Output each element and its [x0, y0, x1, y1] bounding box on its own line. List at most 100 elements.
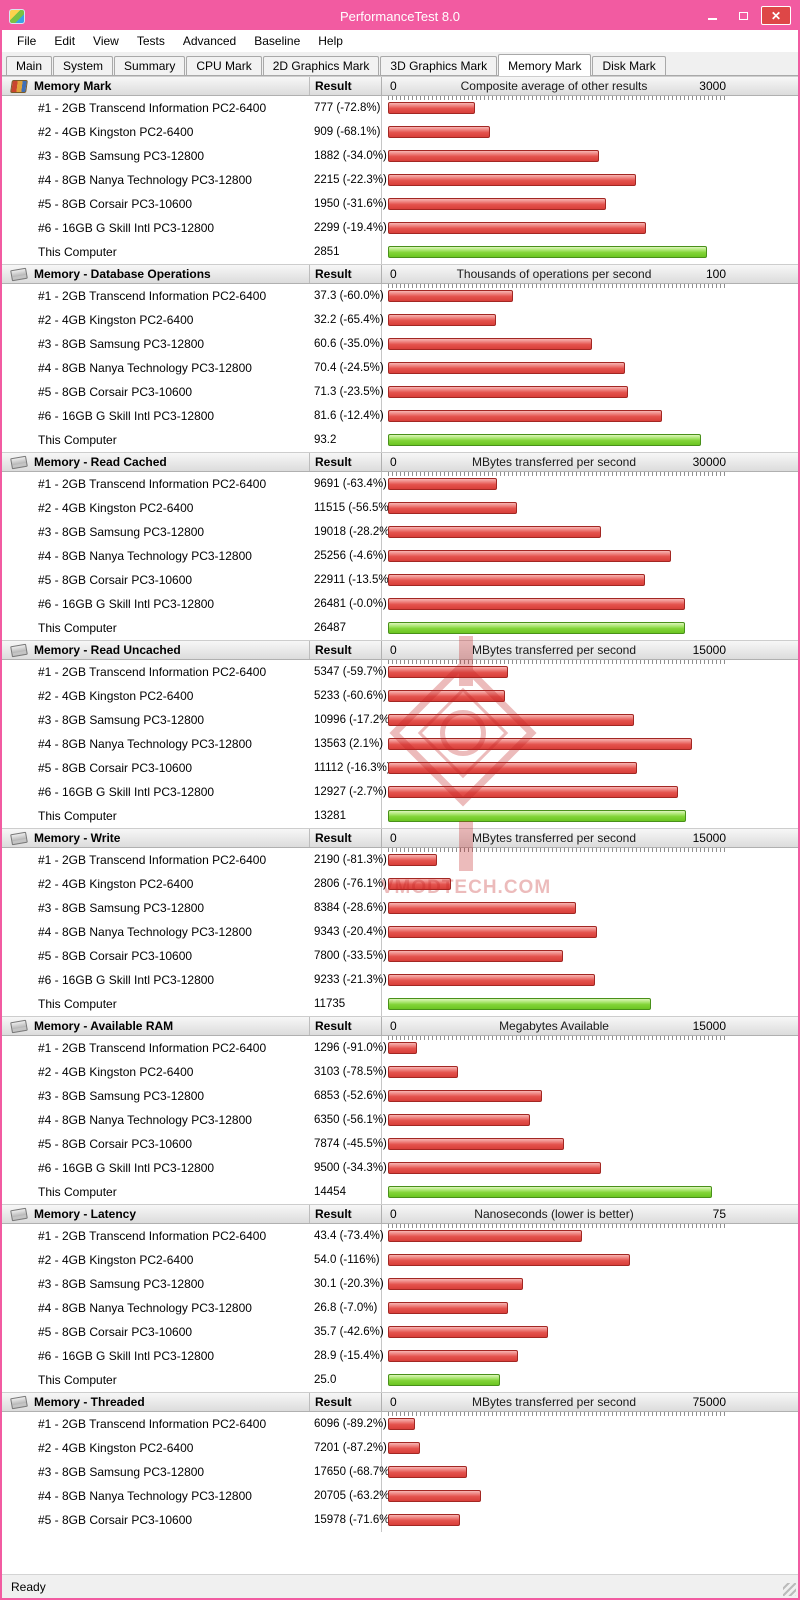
result-row[interactable]: #2 - 4GB Kingston PC2-6400 7201 (-87.2%): [2, 1436, 798, 1460]
result-row[interactable]: #2 - 4GB Kingston PC2-6400 54.0 (-116%): [2, 1248, 798, 1272]
tab-2d-graphics-mark[interactable]: 2D Graphics Mark: [262, 56, 380, 75]
result-row[interactable]: #3 - 8GB Samsung PC3-12800 8384 (-28.6%): [2, 896, 798, 920]
result-row[interactable]: #5 - 8GB Corsair PC3-10600 7800 (-33.5%): [2, 944, 798, 968]
tab-main[interactable]: Main: [6, 56, 53, 75]
menu-item-view[interactable]: View: [93, 34, 119, 48]
test-name: #6 - 16GB G Skill Intl PC3-12800: [38, 409, 215, 423]
scale-header: MBytes transferred per second 30000 0: [382, 453, 798, 471]
result-row[interactable]: This Computer 11735: [2, 992, 798, 1016]
menu-item-file[interactable]: File: [17, 34, 37, 48]
test-name: #3 - 8GB Samsung PC3-12800: [38, 1277, 205, 1291]
menu-item-edit[interactable]: Edit: [54, 34, 76, 48]
test-result: 6350 (-56.1%): [314, 1114, 387, 1126]
test-name: #1 - 2GB Transcend Information PC2-6400: [38, 853, 267, 867]
resize-grip[interactable]: [783, 1583, 796, 1596]
tab-summary[interactable]: Summary: [114, 56, 186, 75]
result-row[interactable]: #6 - 16GB G Skill Intl PC3-12800 28.9 (-1…: [2, 1344, 798, 1368]
result-row[interactable]: #1 - 2GB Transcend Information PC2-6400 5…: [2, 660, 798, 684]
result-row[interactable]: #3 - 8GB Samsung PC3-12800 19018 (-28.2%): [2, 520, 798, 544]
result-row[interactable]: #5 - 8GB Corsair PC3-10600 1950 (-31.6%): [2, 192, 798, 216]
tab-memory-mark[interactable]: Memory Mark: [498, 54, 592, 76]
result-row[interactable]: #6 - 16GB G Skill Intl PC3-12800 9233 (-2…: [2, 968, 798, 992]
result-row[interactable]: This Computer 14454: [2, 1180, 798, 1204]
result-row[interactable]: #1 - 2GB Transcend Information PC2-6400 3…: [2, 284, 798, 308]
result-row[interactable]: #4 - 8GB Nanya Technology PC3-12800 26.8 …: [2, 1296, 798, 1320]
comparison-bar: [388, 574, 645, 586]
result-row[interactable]: #3 - 8GB Samsung PC3-12800 17650 (-68.7%): [2, 1460, 798, 1484]
minimize-button[interactable]: [699, 6, 725, 25]
test-name: #4 - 8GB Nanya Technology PC3-12800: [38, 1113, 252, 1127]
result-row[interactable]: #4 - 8GB Nanya Technology PC3-12800 70.4 …: [2, 356, 798, 380]
result-row[interactable]: #5 - 8GB Corsair PC3-10600 71.3 (-23.5%): [2, 380, 798, 404]
result-row[interactable]: #1 - 2GB Transcend Information PC2-6400 2…: [2, 848, 798, 872]
result-row[interactable]: #2 - 4GB Kingston PC2-6400 11515 (-56.5%): [2, 496, 798, 520]
result-row[interactable]: #4 - 8GB Nanya Technology PC3-12800 20705…: [2, 1484, 798, 1508]
result-row[interactable]: #1 - 2GB Transcend Information PC2-6400 7…: [2, 96, 798, 120]
result-row[interactable]: This Computer 13281: [2, 804, 798, 828]
menu-item-baseline[interactable]: Baseline: [254, 34, 301, 48]
result-row[interactable]: #3 - 8GB Samsung PC3-12800 10996 (-17.2%): [2, 708, 798, 732]
test-result: 93.2: [314, 434, 337, 446]
result-row[interactable]: #5 - 8GB Corsair PC3-10600 11112 (-16.3%): [2, 756, 798, 780]
test-name: #1 - 2GB Transcend Information PC2-6400: [38, 665, 267, 679]
result-row[interactable]: #2 - 4GB Kingston PC2-6400 3103 (-78.5%): [2, 1060, 798, 1084]
test-name: #1 - 2GB Transcend Information PC2-6400: [38, 1417, 267, 1431]
result-row[interactable]: #5 - 8GB Corsair PC3-10600 22911 (-13.5%): [2, 568, 798, 592]
tab-system[interactable]: System: [53, 56, 114, 75]
result-row[interactable]: #3 - 8GB Samsung PC3-12800 30.1 (-20.3%): [2, 1272, 798, 1296]
comparison-bar: [388, 502, 517, 514]
result-row[interactable]: #3 - 8GB Samsung PC3-12800 6853 (-52.6%): [2, 1084, 798, 1108]
result-row[interactable]: #1 - 2GB Transcend Information PC2-6400 1…: [2, 1036, 798, 1060]
scale-max-label: 15000: [692, 1019, 726, 1033]
maximize-icon: [738, 11, 748, 20]
tab-3d-graphics-mark[interactable]: 3D Graphics Mark: [380, 56, 498, 75]
result-row[interactable]: #1 - 2GB Transcend Information PC2-6400 4…: [2, 1224, 798, 1248]
result-row[interactable]: #2 - 4GB Kingston PC2-6400 32.2 (-65.4%): [2, 308, 798, 332]
tab-disk-mark[interactable]: Disk Mark: [592, 56, 666, 75]
result-row[interactable]: #3 - 8GB Samsung PC3-12800 1882 (-34.0%): [2, 144, 798, 168]
result-row[interactable]: #4 - 8GB Nanya Technology PC3-12800 6350 …: [2, 1108, 798, 1132]
result-row[interactable]: #3 - 8GB Samsung PC3-12800 60.6 (-35.0%): [2, 332, 798, 356]
test-result: 11515 (-56.5%): [314, 502, 393, 514]
result-row[interactable]: #4 - 8GB Nanya Technology PC3-12800 9343 …: [2, 920, 798, 944]
scale-max-label: 75000: [692, 1395, 726, 1409]
result-row[interactable]: #4 - 8GB Nanya Technology PC3-12800 13563…: [2, 732, 798, 756]
result-row[interactable]: This Computer 93.2: [2, 428, 798, 452]
result-row[interactable]: #1 - 2GB Transcend Information PC2-6400 6…: [2, 1412, 798, 1436]
result-row[interactable]: This Computer 2851: [2, 240, 798, 264]
result-row[interactable]: This Computer 25.0: [2, 1368, 798, 1392]
result-row[interactable]: #6 - 16GB G Skill Intl PC3-12800 12927 (-…: [2, 780, 798, 804]
result-row[interactable]: #5 - 8GB Corsair PC3-10600 35.7 (-42.6%): [2, 1320, 798, 1344]
result-row[interactable]: #4 - 8GB Nanya Technology PC3-12800 25256…: [2, 544, 798, 568]
result-row[interactable]: This Computer 26487: [2, 616, 798, 640]
close-button[interactable]: ✕: [761, 6, 791, 25]
test-name: #5 - 8GB Corsair PC3-10600: [38, 197, 193, 211]
maximize-button[interactable]: [730, 6, 756, 25]
result-row[interactable]: #6 - 16GB G Skill Intl PC3-12800 81.6 (-1…: [2, 404, 798, 428]
comparison-bar: [388, 290, 514, 302]
bar-track: [382, 472, 798, 496]
result-row[interactable]: #2 - 4GB Kingston PC2-6400 909 (-68.1%): [2, 120, 798, 144]
test-result: 7874 (-45.5%): [314, 1138, 387, 1150]
result-row[interactable]: #6 - 16GB G Skill Intl PC3-12800 2299 (-1…: [2, 216, 798, 240]
menu-bar: File Edit View Tests Advanced Baseline Help: [2, 30, 798, 52]
scale-header: MBytes transferred per second 15000 0: [382, 829, 798, 847]
result-row[interactable]: #2 - 4GB Kingston PC2-6400 2806 (-76.1%): [2, 872, 798, 896]
bar-track: [382, 1156, 798, 1180]
section-memory-database-operations: Memory - Database Operations Result Thousa…: [2, 264, 798, 452]
menu-item-help[interactable]: Help: [318, 34, 343, 48]
bar-track: [382, 944, 798, 968]
result-row[interactable]: #4 - 8GB Nanya Technology PC3-12800 2215 …: [2, 168, 798, 192]
tab-cpu-mark[interactable]: CPU Mark: [186, 56, 262, 75]
bar-track: [382, 732, 798, 756]
result-row[interactable]: #5 - 8GB Corsair PC3-10600 7874 (-45.5%): [2, 1132, 798, 1156]
result-row[interactable]: #6 - 16GB G Skill Intl PC3-12800 9500 (-3…: [2, 1156, 798, 1180]
result-row[interactable]: #6 - 16GB G Skill Intl PC3-12800 26481 (-…: [2, 592, 798, 616]
menu-item-tests[interactable]: Tests: [136, 34, 165, 48]
result-row[interactable]: #1 - 2GB Transcend Information PC2-6400 9…: [2, 472, 798, 496]
result-row[interactable]: #2 - 4GB Kingston PC2-6400 5233 (-60.6%): [2, 684, 798, 708]
menu-item-advanced[interactable]: Advanced: [182, 34, 237, 48]
section-title: Memory - Read Cached: [34, 455, 167, 469]
result-row[interactable]: #5 - 8GB Corsair PC3-10600 15978 (-71.6%): [2, 1508, 798, 1532]
